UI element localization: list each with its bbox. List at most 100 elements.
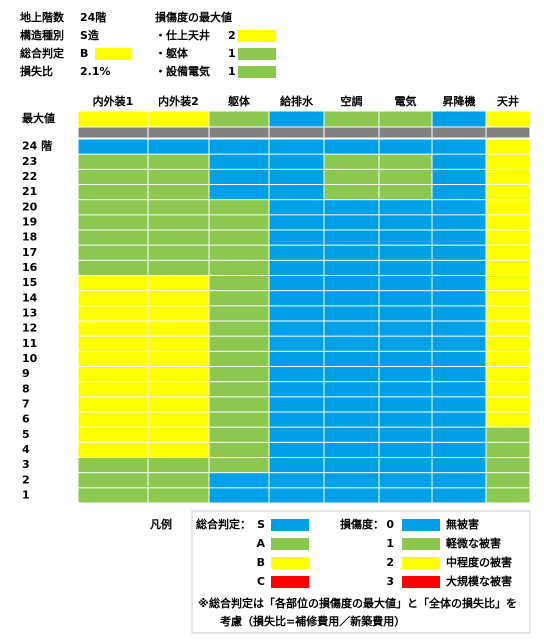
- damage-cell: [432, 306, 486, 321]
- damage-cell: [78, 260, 148, 275]
- damage-cell: [379, 458, 432, 473]
- damage-cell: [432, 200, 486, 215]
- damage-cell: [486, 139, 530, 154]
- damage-cell: [486, 336, 530, 351]
- row-label: 20: [22, 200, 38, 213]
- row-label: 18: [22, 231, 37, 244]
- column-header: 内外装2: [158, 94, 199, 108]
- damage-cell: [269, 412, 324, 427]
- row-label: 22: [22, 170, 37, 183]
- damage-cell: [432, 336, 486, 351]
- damage-cell: [78, 200, 148, 215]
- damage-cell: [432, 185, 486, 200]
- damage-cell: [379, 351, 432, 366]
- damage-cell: [78, 154, 148, 169]
- damage-cell: [324, 215, 379, 230]
- damage-cell: [324, 169, 379, 184]
- row-label: 3: [22, 458, 30, 471]
- damage-cell: [269, 382, 324, 397]
- damage-cell: [209, 306, 269, 321]
- damage-cell: [486, 111, 530, 127]
- roof-row-cell: [78, 127, 148, 138]
- damage-cell: [78, 291, 148, 306]
- legend-level: 2: [386, 556, 394, 569]
- damage-cell: [486, 230, 530, 245]
- row-label: 24 階: [22, 139, 52, 153]
- summary-label: 構造種別: [20, 28, 64, 42]
- damage-cell: [379, 200, 432, 215]
- damage-cell: [432, 111, 486, 127]
- row-label: 10: [22, 352, 38, 365]
- damage-cell: [379, 185, 432, 200]
- damage-cell: [486, 367, 530, 382]
- damage-cell: [486, 260, 530, 275]
- legend-grade: C: [257, 575, 265, 588]
- damage-cell: [148, 427, 209, 442]
- damage-cell: [209, 427, 269, 442]
- damage-cell: [486, 185, 530, 200]
- damage-cell: [148, 245, 209, 260]
- damage-cell: [379, 154, 432, 169]
- row-label: 8: [22, 382, 30, 395]
- damage-cell: [209, 397, 269, 412]
- column-header: 給排水: [280, 94, 314, 108]
- damage-cell: [78, 321, 148, 336]
- note-line: 考慮（損失比=補修費用／新築費用）: [220, 614, 405, 628]
- damage-cell: [379, 276, 432, 291]
- roof-row-cell: [269, 127, 324, 138]
- damage-cell: [148, 111, 209, 127]
- damage-cell: [78, 169, 148, 184]
- damage-cell: [486, 245, 530, 260]
- row-label: 6: [22, 413, 30, 426]
- damage-cell: [148, 260, 209, 275]
- damage-cell: [78, 442, 148, 457]
- damage-cell: [78, 367, 148, 382]
- damage-cell: [209, 336, 269, 351]
- damage-cell: [432, 139, 486, 154]
- damage-cell: [209, 442, 269, 457]
- damage-cell: [486, 442, 530, 457]
- damage-cell: [379, 230, 432, 245]
- damage-cell: [148, 200, 209, 215]
- roof-row-cell: [209, 127, 269, 138]
- damage-cell: [432, 260, 486, 275]
- damage-cell: [486, 276, 530, 291]
- roof-row-cell: [148, 127, 209, 138]
- legend-level: 1: [386, 537, 394, 550]
- damage-cell: [379, 412, 432, 427]
- damage-cell: [209, 276, 269, 291]
- damage-cell: [209, 291, 269, 306]
- damage-cell: [324, 291, 379, 306]
- damage-cell: [209, 185, 269, 200]
- damage-cell: [486, 397, 530, 412]
- legend-swatch: [271, 519, 309, 531]
- damage-cell: [379, 397, 432, 412]
- damage-cell: [432, 351, 486, 366]
- damage-cell: [324, 230, 379, 245]
- damage-cell: [324, 412, 379, 427]
- damage-cell: [78, 245, 148, 260]
- damage-cell: [432, 367, 486, 382]
- damage-cell: [432, 291, 486, 306]
- row-label: 9: [22, 367, 30, 380]
- damage-cell: [209, 458, 269, 473]
- damage-cell: [269, 291, 324, 306]
- legend-level: 3: [386, 575, 394, 588]
- damage-cell: [209, 154, 269, 169]
- damage-cell: [209, 200, 269, 215]
- damage-cell: [269, 111, 324, 127]
- summary-value: S造: [80, 28, 100, 42]
- damage-cell: [269, 321, 324, 336]
- max-item-label: ・仕上天井: [155, 28, 210, 42]
- damage-cell: [269, 169, 324, 184]
- row-label: 1: [22, 488, 30, 501]
- damage-cell: [78, 397, 148, 412]
- damage-cell: [269, 154, 324, 169]
- damage-cell: [269, 200, 324, 215]
- max-item-value: 1: [228, 65, 236, 78]
- summary-value: 2.1%: [80, 65, 111, 78]
- note-line: 総合判定は「各部位の損傷度の最大値」と「全体の損失比」を: [209, 596, 517, 610]
- damage-cell: [432, 230, 486, 245]
- row-label: 13: [22, 306, 37, 319]
- damage-cell: [148, 351, 209, 366]
